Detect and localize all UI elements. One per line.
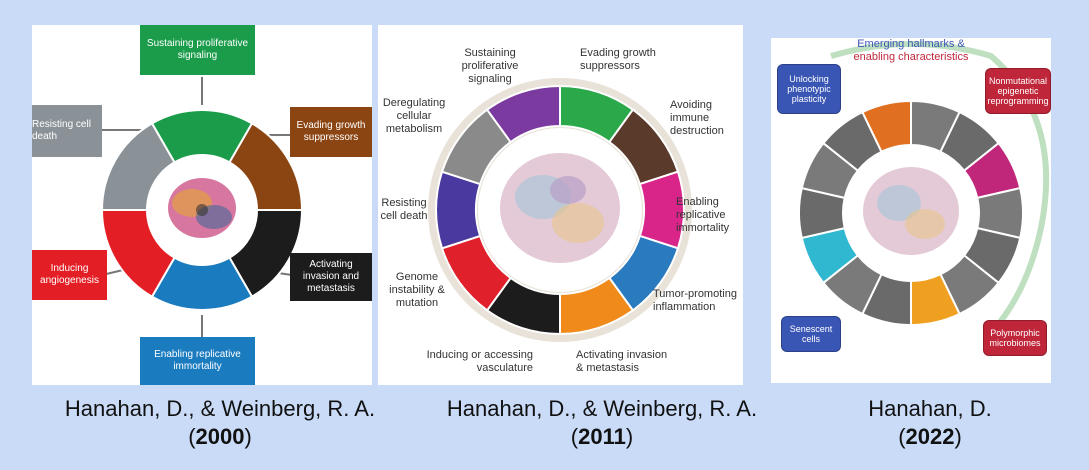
enabling-replicative-box: Enabling replicative immortality xyxy=(140,337,255,385)
citation-authors: Hanahan, D., & Weinberg, R. A. xyxy=(64,396,376,421)
citation-2011: Hanahan, D., & Weinberg, R. A. (2011) xyxy=(412,395,792,451)
label-inducing: Inducing angiogenesis xyxy=(40,263,99,286)
segment-genome xyxy=(435,170,482,250)
label-senescent: Senescent cells xyxy=(789,324,833,344)
label-deregulating-2011: Deregulating cellular metabolism xyxy=(382,97,446,135)
label-tumor-2011: Tumor-promoting inflammation xyxy=(653,288,737,313)
hallmarks-2011-panel: Sustaining proliferative signaling Evadi… xyxy=(378,25,743,385)
label-inducing-2011: Inducing or accessing vasculature xyxy=(426,349,533,374)
hallmarks-2000-wheel xyxy=(100,77,304,337)
citation-authors: Hanahan, D. xyxy=(868,396,992,421)
title-line-2: enabling characteristics xyxy=(853,51,969,63)
segment-deregulating xyxy=(485,84,561,144)
citation-year: 2022 xyxy=(905,424,955,449)
activating-invasion-box: Activating invasion and metastasis xyxy=(290,253,372,301)
label-genome-2011: Genome instability & mutation xyxy=(389,271,445,309)
label-enabling-2011: Enabling replicative immortality xyxy=(676,196,730,234)
resisting-cell-death-box: Resisting cell death xyxy=(32,105,102,157)
citation-year-line: (2022) xyxy=(898,424,962,449)
citation-year: 2011 xyxy=(578,424,626,449)
label-unlocking: Unlocking phenotypic plasticity xyxy=(787,74,831,104)
citation-year-line: (2000) xyxy=(188,424,252,449)
citation-2000: Hanahan, D., & Weinberg, R. A. (2000) xyxy=(30,395,410,451)
label-sustaining-2011: Sustaining proliferative signaling xyxy=(461,47,519,85)
citation-authors: Hanahan, D., & Weinberg, R. A. xyxy=(446,396,758,421)
title-line-1: Emerging hallmarks & xyxy=(857,38,965,50)
inducing-angiogenesis-box: Inducing angiogenesis xyxy=(32,250,107,300)
label-evading: Evading growth suppressors xyxy=(296,120,366,143)
label-activating-2011: Activating invasion & metastasis xyxy=(576,349,668,374)
segment-13 xyxy=(861,99,912,154)
sustaining-proliferative-box: Sustaining proliferative signaling xyxy=(140,25,255,75)
label-evading-2011: Evading growth suppressors xyxy=(580,47,656,72)
label-enabling: Enabling replicative immortality xyxy=(154,349,241,372)
hallmarks-2022-ring xyxy=(798,99,1024,327)
nonmutational-epigenetic-box: Nonmutational epigenetic reprogramming xyxy=(985,68,1051,114)
polymorphic-microbiomes-box: Polymorphic microbiomes xyxy=(983,320,1047,356)
label-activating: Activating invasion and metastasis xyxy=(302,259,360,294)
emerging-hallmarks-title: Emerging hallmarks & enabling characteri… xyxy=(841,38,981,64)
label-polymorphic: Polymorphic microbiomes xyxy=(989,328,1041,348)
hallmarks-2022-panel: Emerging hallmarks & enabling characteri… xyxy=(771,38,1051,383)
label-resisting-2011: Resisting cell death xyxy=(380,197,428,222)
citation-year: 2000 xyxy=(195,424,245,449)
hallmarks-2011-wheel xyxy=(428,78,692,342)
citation-year-line: (2011) xyxy=(570,424,634,449)
hallmarks-2022-wheel xyxy=(798,41,1050,341)
evading-growth-box: Evading growth suppressors xyxy=(290,107,372,157)
senescent-cells-box: Senescent cells xyxy=(781,316,841,352)
label-nonmutational: Nonmutational epigenetic reprogramming xyxy=(987,76,1049,106)
label-avoiding-2011: Avoiding immune destruction xyxy=(670,99,724,137)
hallmarks-2000-panel: Sustaining proliferative signaling Resis… xyxy=(32,25,372,385)
unlocking-plasticity-box: Unlocking phenotypic plasticity xyxy=(777,64,841,114)
label-sustaining: Sustaining proliferative signaling xyxy=(146,38,249,61)
label-resisting: Resisting cell death xyxy=(32,119,91,142)
citation-2022: Hanahan, D. (2022) xyxy=(830,395,1030,451)
hallmarks-2011-ring xyxy=(435,84,685,336)
